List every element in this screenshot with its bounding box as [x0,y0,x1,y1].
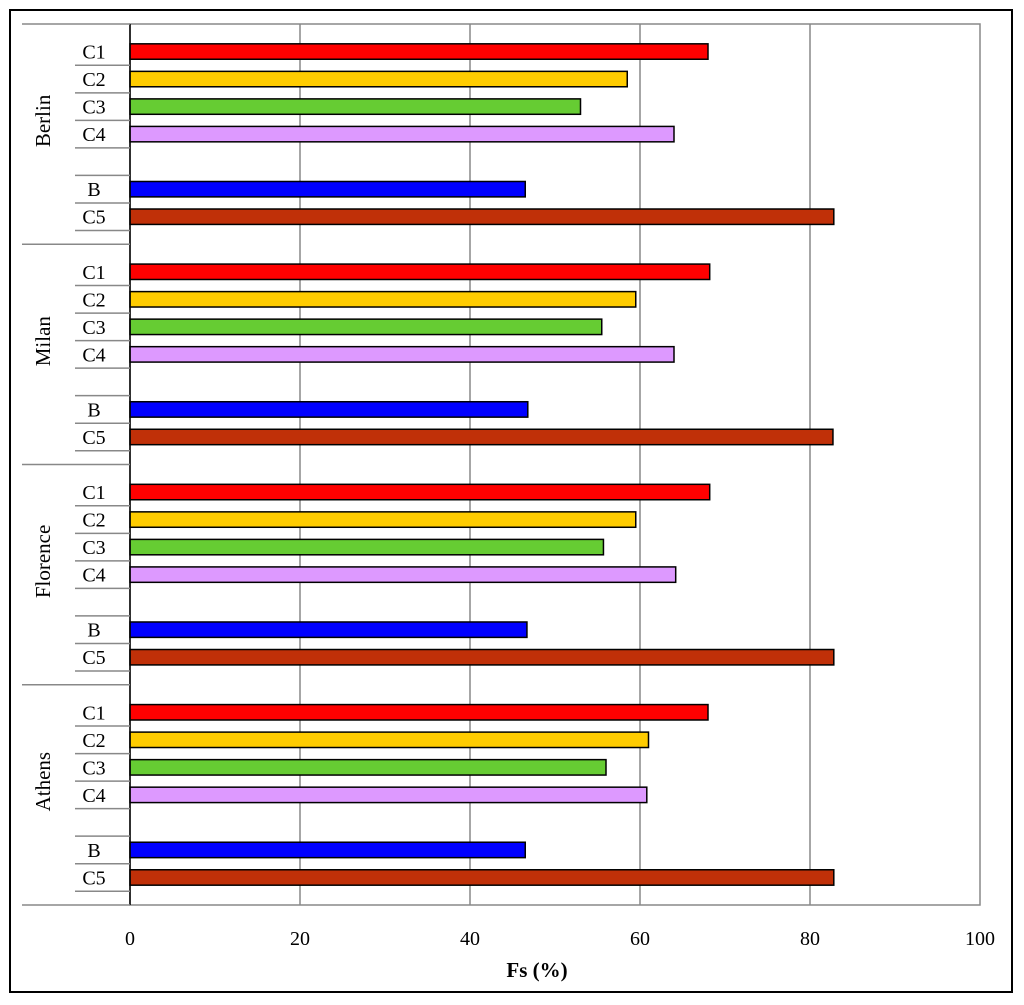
group-label: Athens [31,752,55,812]
bar-florence-b [129,621,528,639]
bar-milan-c5 [129,428,834,446]
bar-florence-c3 [129,538,605,556]
bar-milan-b [129,400,529,418]
category-label: C2 [82,69,105,91]
x-axis-title: Fs (%) [506,958,567,982]
category-label: C4 [82,785,105,807]
bar-berlin-c4 [129,125,675,143]
category-label: C1 [82,262,105,284]
bar-milan-c2 [129,290,637,308]
category-label: C1 [82,702,105,724]
category-label: C3 [82,97,105,119]
category-label: B [87,840,100,862]
category-label: C4 [82,344,105,366]
bar-florence-c5 [129,648,835,666]
x-tick-label: 0 [125,928,135,950]
bar-milan-c1 [129,263,711,281]
bar-berlin-c1 [129,43,709,60]
bar-athens-c1 [129,703,709,721]
bar-florence-c2 [129,511,637,529]
category-label: C3 [82,757,105,779]
category-label: C2 [82,289,105,311]
category-label: C3 [82,317,105,339]
x-tick-label: 60 [630,928,650,950]
bar-milan-c3 [129,318,603,336]
category-axis: Berlin C1 C2 C3 C4 B C5 Milan C1 C2 C3 C4 B C5 Florenc… [22,23,131,906]
bar-florence-c1 [129,483,711,501]
category-label: B [87,179,100,201]
group-label: Berlin [31,94,55,147]
x-tick-label: 40 [460,928,480,950]
bar-athens-c4 [129,786,648,804]
bar-athens-b [129,841,526,859]
bars [129,43,835,886]
x-tick-label: 80 [800,928,820,950]
x-tick-label: 20 [290,928,310,950]
category-label: C5 [82,867,105,889]
category-label: C4 [82,124,105,146]
bar-berlin-c5 [129,208,835,226]
category-label: C5 [82,647,105,669]
category-label: C3 [82,537,105,559]
bar-berlin-c2 [129,70,628,88]
category-label: C4 [82,565,105,587]
category-label: B [87,620,100,642]
bar-athens-c5 [129,869,835,886]
bar-florence-c4 [129,566,677,584]
category-label: C5 [82,207,105,229]
bar-athens-c2 [129,731,650,749]
value-axis: 0 20 40 60 80 100 [125,928,995,950]
bar-berlin-b [129,180,526,198]
category-label: C5 [82,427,105,449]
category-label: C1 [82,482,105,504]
bar-berlin-c3 [129,98,582,116]
category-label: C1 [82,42,105,64]
category-label: C2 [82,510,105,532]
bar-athens-c3 [129,758,607,776]
group-label: Milan [31,316,55,367]
x-tick-label: 100 [965,928,995,950]
category-label: C2 [82,730,105,752]
chart-frame [9,9,1013,993]
category-label: B [87,399,100,421]
group-label: Florence [31,525,55,598]
bar-milan-c4 [129,345,675,363]
